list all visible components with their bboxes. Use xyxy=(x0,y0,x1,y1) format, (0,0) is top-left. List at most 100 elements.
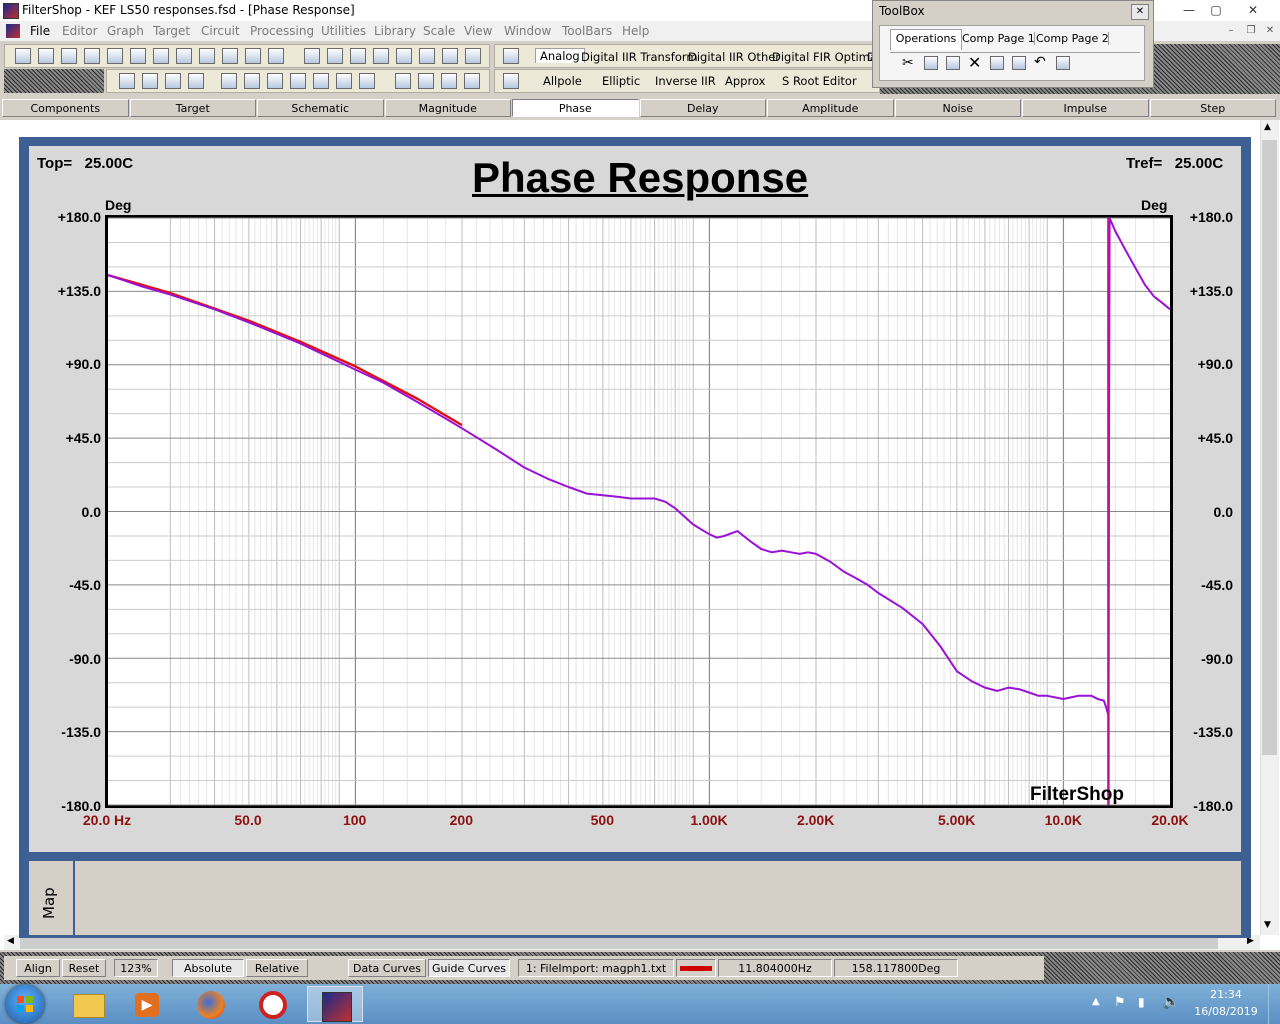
view-tab-step[interactable]: Step xyxy=(1149,99,1276,117)
network-icon[interactable]: ▮ xyxy=(1138,995,1145,1009)
phase-chart[interactable]: FilterShop xyxy=(105,215,1173,808)
open-folder-icon[interactable] xyxy=(61,48,77,64)
zoom-window-icon[interactable] xyxy=(419,48,435,64)
graduation-icon[interactable] xyxy=(336,73,352,89)
start-button[interactable] xyxy=(6,985,44,1023)
close-button[interactable]: ✕ xyxy=(1247,3,1259,17)
zoom-x-icon[interactable] xyxy=(373,48,389,64)
toolbox-tab-comp-page-1[interactable]: Comp Page 1 xyxy=(962,32,1035,45)
plot2-icon[interactable] xyxy=(244,73,260,89)
plot3-icon[interactable] xyxy=(267,73,283,89)
bode-icon[interactable] xyxy=(142,73,158,89)
table-icon[interactable] xyxy=(313,73,329,89)
paste-icon[interactable] xyxy=(946,56,960,70)
copy-icon[interactable] xyxy=(924,56,938,70)
preview-icon[interactable] xyxy=(268,48,284,64)
menu-utilities[interactable]: Utilities xyxy=(321,24,367,38)
zoom-out-icon[interactable] xyxy=(327,48,343,64)
calc-icon[interactable] xyxy=(503,48,519,64)
save-all-icon[interactable] xyxy=(107,48,123,64)
menu-file[interactable]: File xyxy=(30,24,51,38)
folder-icon[interactable] xyxy=(199,48,215,64)
export-icon[interactable] xyxy=(130,48,146,64)
filter-tab-digital-fir-optimal[interactable]: Digital FIR Optimal xyxy=(772,50,881,64)
scroll-up-icon[interactable]: ▲ xyxy=(1264,122,1271,132)
maximize-button[interactable]: ▢ xyxy=(1210,3,1222,17)
open-icon[interactable] xyxy=(38,48,54,64)
select-all-icon[interactable] xyxy=(990,56,1004,70)
show-desktop-button[interactable] xyxy=(1268,984,1280,1024)
import-icon[interactable] xyxy=(153,48,169,64)
align-button[interactable]: Align xyxy=(16,959,60,977)
menu-help[interactable]: Help xyxy=(622,24,650,38)
view-tab-target[interactable]: Target xyxy=(129,99,256,117)
paste-special-icon[interactable] xyxy=(1012,56,1026,70)
filter-shape-inverse-iir[interactable]: Inverse IIR xyxy=(655,74,716,88)
plot1-icon[interactable] xyxy=(221,73,237,89)
menu-scale[interactable]: Scale xyxy=(423,24,456,38)
absolute-toggle[interactable]: Absolute xyxy=(172,959,244,977)
mdi-restore-button[interactable]: ❐ xyxy=(1246,25,1256,36)
settings-icon[interactable] xyxy=(1056,56,1070,70)
mdi-close-button[interactable]: ✕ xyxy=(1265,25,1275,36)
menu-editor[interactable]: Editor xyxy=(62,24,98,38)
menu-graph[interactable]: Graph xyxy=(107,24,144,38)
chart-icon[interactable] xyxy=(165,73,181,89)
minimize-button[interactable]: — xyxy=(1183,3,1195,17)
zoom-y-icon[interactable] xyxy=(396,48,412,64)
print-icon[interactable] xyxy=(245,48,261,64)
zoom-fit-icon[interactable] xyxy=(350,48,366,64)
grid-fine-icon[interactable] xyxy=(464,73,480,89)
mdi-minimize-button[interactable]: – xyxy=(1228,25,1234,36)
menu-library[interactable]: Library xyxy=(374,24,416,38)
scroll-right-icon[interactable]: ▶ xyxy=(1247,936,1254,946)
toolbox-tab-comp-page-2[interactable]: Comp Page 2 xyxy=(1036,32,1109,45)
taskbar-explorer[interactable] xyxy=(61,986,117,1022)
color-icon[interactable] xyxy=(188,73,204,89)
delete-icon[interactable]: ✕ xyxy=(968,53,982,72)
curve-icon[interactable] xyxy=(119,73,135,89)
filter-shape-allpole[interactable]: Allpole xyxy=(543,74,582,88)
menu-window[interactable]: Window xyxy=(504,24,552,38)
calc2-icon[interactable] xyxy=(503,73,519,89)
scroll-down-icon[interactable]: ▼ xyxy=(1264,920,1271,930)
toolbox-title-bar[interactable]: ToolBox ✕ xyxy=(873,1,1153,21)
menu-view[interactable]: View xyxy=(464,24,493,38)
grid-large-icon[interactable] xyxy=(441,73,457,89)
exit-icon[interactable] xyxy=(359,73,375,89)
menu-circuit[interactable]: Circuit xyxy=(201,24,240,38)
view-tab-impulse[interactable]: Impulse xyxy=(1022,99,1149,117)
filter-shape-approx[interactable]: Approx xyxy=(725,74,766,88)
view-tab-noise[interactable]: Noise xyxy=(894,99,1021,117)
menu-processing[interactable]: Processing xyxy=(250,24,315,38)
view-tab-components[interactable]: Components xyxy=(2,99,129,117)
view-tab-schematic[interactable]: Schematic xyxy=(257,99,384,117)
horizontal-scroll-thumb[interactable] xyxy=(20,936,1218,949)
clock-time[interactable]: 21:34 xyxy=(1210,988,1242,1001)
vertical-scrollbar[interactable]: ▲ ▼ xyxy=(1260,120,1279,935)
view-tab-magnitude[interactable]: Magnitude xyxy=(384,99,511,117)
filter-tab-d[interactable]: D xyxy=(867,50,876,64)
toolbox-close-button[interactable]: ✕ xyxy=(1131,4,1149,20)
filter-tab-digital-iir-other[interactable]: Digital IIR Other xyxy=(688,50,781,64)
filter-tab-analog[interactable]: Analog xyxy=(535,48,585,63)
grid-toggle-icon[interactable] xyxy=(465,48,481,64)
undo-icon[interactable]: ↶ xyxy=(1034,54,1046,70)
taskbar-firefox[interactable] xyxy=(183,986,239,1022)
horizontal-scrollbar[interactable]: ◀ ▶ xyxy=(4,935,1260,950)
filter-shape-s-root-editor[interactable]: S Root Editor xyxy=(782,74,857,88)
map-tab[interactable]: Map xyxy=(29,861,75,935)
taskbar-ccleaner[interactable] xyxy=(245,986,301,1022)
cut-icon[interactable]: ✂ xyxy=(902,55,914,71)
zoom-in-icon[interactable] xyxy=(304,48,320,64)
app-icon[interactable] xyxy=(3,3,19,19)
view-tab-delay[interactable]: Delay xyxy=(639,99,766,117)
grid-medium-icon[interactable] xyxy=(418,73,434,89)
view-tab-amplitude[interactable]: Amplitude xyxy=(767,99,894,117)
action-center-icon[interactable]: ⚑ xyxy=(1114,995,1126,1010)
menu-target[interactable]: Target xyxy=(153,24,191,38)
save-icon[interactable] xyxy=(84,48,100,64)
taskbar-filtershop[interactable] xyxy=(307,986,363,1022)
guide-curves-toggle[interactable]: Guide Curves xyxy=(428,959,510,977)
taskbar-media-player[interactable]: ▶ xyxy=(121,986,177,1022)
